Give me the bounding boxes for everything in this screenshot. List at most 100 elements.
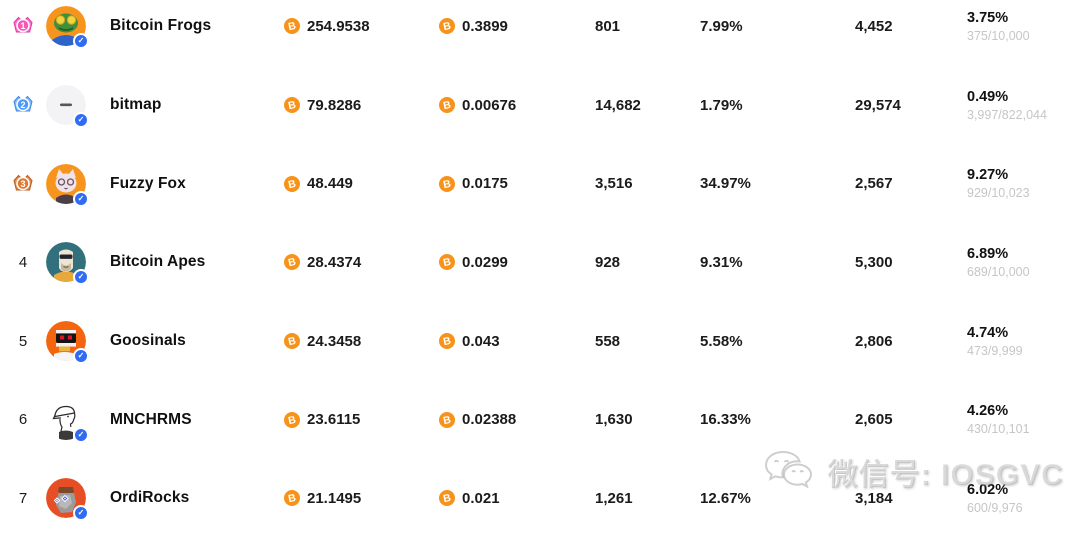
- table-row[interactable]: 4 ✓ Bitcoin Apes B 28.4374 B 0.0299 928 …: [0, 223, 1080, 302]
- listed-percent: 4.26%: [967, 403, 1009, 420]
- collection-avatar: ✓: [46, 242, 89, 286]
- bitcoin-icon: B: [439, 490, 455, 507]
- svg-text:B: B: [287, 99, 297, 112]
- verified-check-icon: ✓: [73, 348, 89, 365]
- sales-value: 1,630: [595, 411, 633, 429]
- sales-value: 3,516: [595, 175, 633, 193]
- table-row[interactable]: 5 ✓ Goosinals B 24.3458 B 0.043 558 5: [0, 302, 1080, 381]
- listed-fraction: 689/10,000: [967, 264, 1030, 279]
- collection-avatar: ✓: [46, 85, 89, 129]
- bitcoin-icon: B: [439, 254, 455, 271]
- svg-text:2: 2: [20, 100, 25, 110]
- listed-fraction: 430/10,101: [967, 422, 1030, 437]
- rank-cell: 4: [0, 254, 46, 271]
- floor-price-value: 0.0175: [462, 175, 508, 193]
- collection-name: Bitcoin Apes: [110, 253, 206, 271]
- collection-name: bitmap: [110, 96, 162, 114]
- table-row[interactable]: 1 ✓ Bitcoin Frogs B 254.9538 B 0.3899 80…: [0, 0, 1080, 66]
- collection-name: OrdiRocks: [110, 489, 190, 507]
- listed-percent: 3.75%: [967, 9, 1009, 26]
- collection-avatar: ✓: [46, 6, 89, 50]
- sales-value: 1,261: [595, 489, 633, 507]
- volume-cell: B 79.8286: [284, 97, 439, 114]
- bitcoin-icon: B: [284, 333, 300, 350]
- floor-price-cell: B 0.02388: [439, 411, 595, 428]
- volume-cell: B 21.1495: [284, 490, 439, 507]
- verified-check-icon: ✓: [73, 269, 89, 286]
- rank-cell: 7: [0, 490, 46, 507]
- bitcoin-icon: B: [284, 254, 300, 271]
- listed-fraction: 600/9,976: [967, 500, 1023, 515]
- listed-cell: 9.27% 929/10,023: [967, 167, 1080, 200]
- volume-value: 24.3458: [307, 332, 362, 350]
- listed-percent: 9.27%: [967, 167, 1009, 184]
- volume-cell: B 48.449: [284, 175, 439, 192]
- collection-name: Fuzzy Fox: [110, 174, 186, 192]
- bitcoin-icon: B: [284, 18, 300, 35]
- svg-text:3: 3: [20, 179, 25, 189]
- collection-avatar: ✓: [46, 163, 89, 207]
- owners-value: 29,574: [855, 96, 901, 114]
- svg-text:B: B: [287, 178, 297, 191]
- change-percent-value: 7.99%: [700, 17, 743, 35]
- volume-value: 48.449: [307, 175, 353, 193]
- floor-price-value: 0.043: [462, 332, 500, 350]
- floor-price-cell: B 0.00676: [439, 97, 595, 114]
- owners-value: 2,567: [855, 175, 893, 193]
- volume-cell: B 24.3458: [284, 333, 439, 350]
- change-percent-value: 9.31%: [700, 253, 743, 271]
- rank-number: 4: [18, 253, 28, 271]
- listed-fraction: 473/9,999: [967, 343, 1023, 358]
- svg-text:B: B: [287, 492, 297, 505]
- rank-cell: 2: [0, 93, 46, 117]
- volume-cell: B 254.9538: [284, 18, 439, 35]
- listed-cell: 6.02% 600/9,976: [967, 482, 1080, 515]
- volume-value: 23.6115: [307, 411, 361, 429]
- table-row[interactable]: 2 ✓ bitmap B 79.8286 B 0.00676 14,682 1.…: [0, 66, 1080, 145]
- bitcoin-icon: B: [284, 97, 300, 114]
- bitcoin-icon: B: [439, 97, 455, 114]
- change-percent-value: 5.58%: [700, 332, 743, 350]
- bitcoin-icon: B: [439, 18, 455, 35]
- table-row[interactable]: 3 ✓ Fuzzy Fox B 48.449 B 0.0175 3,: [0, 144, 1080, 223]
- owners-value: 2,806: [855, 332, 893, 350]
- listed-fraction: 929/10,023: [967, 186, 1030, 201]
- bitcoin-icon: B: [439, 411, 455, 428]
- floor-price-cell: B 0.3899: [439, 18, 595, 35]
- bitcoin-icon: B: [284, 490, 300, 507]
- bitcoin-icon: B: [284, 411, 300, 428]
- floor-price-value: 0.02388: [462, 411, 517, 429]
- svg-text:B: B: [442, 492, 452, 505]
- table-row[interactable]: 6 ✓ MNCHRMS B 23.6115 B 0.02388 1,630 16…: [0, 380, 1080, 459]
- svg-text:1: 1: [20, 21, 25, 31]
- collection-name: Goosinals: [110, 332, 186, 350]
- svg-text:B: B: [442, 335, 452, 348]
- bitcoin-icon: B: [284, 175, 300, 192]
- rank-2-medal-icon: 2: [13, 95, 33, 112]
- collection-avatar: ✓: [46, 399, 89, 443]
- rank-1-medal-icon: 1: [13, 17, 33, 33]
- listed-fraction: 375/10,000: [967, 28, 1030, 43]
- sales-value: 801: [595, 17, 621, 35]
- bitcoin-icon: B: [439, 175, 455, 192]
- table-row[interactable]: 7 ✓ OrdiRocks B 21.1495 B 0.021 1,261: [0, 459, 1080, 538]
- listed-cell: 0.49% 3,997/822,044: [967, 89, 1080, 122]
- verified-check-icon: ✓: [73, 112, 89, 129]
- owners-value: 4,452: [855, 17, 893, 35]
- listed-fraction: 3,997/822,044: [967, 107, 1047, 122]
- listed-cell: 4.74% 473/9,999: [967, 325, 1080, 358]
- verified-check-icon: ✓: [73, 190, 89, 207]
- floor-price-cell: B 0.021: [439, 490, 595, 507]
- change-percent-value: 1.79%: [700, 96, 743, 114]
- volume-value: 254.9538: [307, 17, 370, 35]
- floor-price-value: 0.00676: [462, 96, 517, 114]
- svg-text:B: B: [442, 20, 452, 33]
- floor-price-cell: B 0.0299: [439, 254, 595, 271]
- change-percent-value: 16.33%: [700, 411, 751, 429]
- floor-price-value: 0.0299: [462, 253, 508, 271]
- volume-value: 28.4374: [307, 253, 362, 271]
- rank-cell: 3: [0, 172, 46, 196]
- owners-value: 3,184: [855, 489, 893, 507]
- verified-check-icon: ✓: [73, 33, 89, 50]
